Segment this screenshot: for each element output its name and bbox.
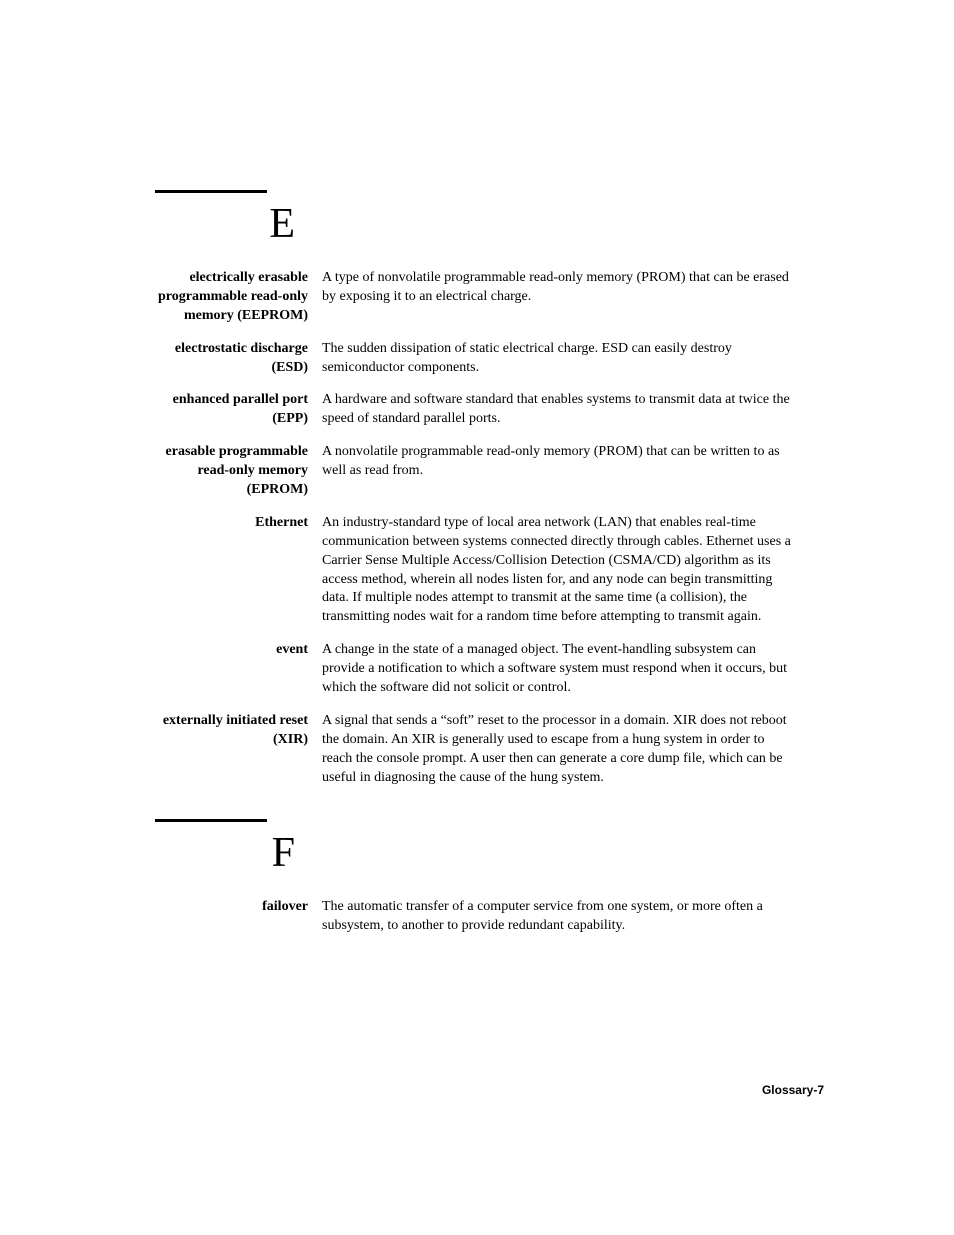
glossary-term: externally initiated reset (XIR) [155, 712, 322, 750]
glossary-term: electrically erasable programmable read-… [155, 269, 322, 326]
glossary-definition: An industry-standard type of local area … [322, 514, 824, 627]
glossary-entry: electrostatic discharge (ESD) The sudden… [155, 340, 824, 378]
glossary-term: Ethernet [155, 514, 322, 533]
section-letter: E [155, 203, 295, 245]
glossary-entry: erasable programmable read-only memory (… [155, 443, 824, 500]
glossary-entry: externally initiated reset (XIR) A signa… [155, 712, 824, 788]
glossary-entry: event A change in the state of a managed… [155, 641, 824, 698]
glossary-definition: A hardware and software standard that en… [322, 391, 824, 429]
glossary-definition: The automatic transfer of a computer ser… [322, 898, 824, 936]
glossary-definition: A type of nonvolatile programmable read-… [322, 269, 824, 307]
glossary-term: failover [155, 898, 322, 917]
glossary-term: event [155, 641, 322, 660]
page-footer: Glossary-7 [762, 1083, 824, 1097]
glossary-term: enhanced parallel port (EPP) [155, 391, 322, 429]
glossary-definition: A nonvolatile programmable read-only mem… [322, 443, 824, 481]
glossary-section-f: F failover The automatic transfer of a c… [155, 819, 824, 936]
section-rule [155, 819, 267, 822]
section-rule [155, 190, 267, 193]
glossary-term: electrostatic discharge (ESD) [155, 340, 322, 378]
section-letter: F [155, 832, 295, 874]
glossary-section-e: E electrically erasable programmable rea… [155, 190, 824, 787]
glossary-entry: failover The automatic transfer of a com… [155, 898, 824, 936]
glossary-term: erasable programmable read-only memory (… [155, 443, 322, 500]
glossary-definition: A change in the state of a managed objec… [322, 641, 824, 698]
glossary-entry: Ethernet An industry-standard type of lo… [155, 514, 824, 627]
page: E electrically erasable programmable rea… [0, 0, 954, 1235]
glossary-definition: A signal that sends a “soft” reset to th… [322, 712, 824, 788]
glossary-entry: enhanced parallel port (EPP) A hardware … [155, 391, 824, 429]
glossary-definition: The sudden dissipation of static electri… [322, 340, 824, 378]
glossary-entry: electrically erasable programmable read-… [155, 269, 824, 326]
